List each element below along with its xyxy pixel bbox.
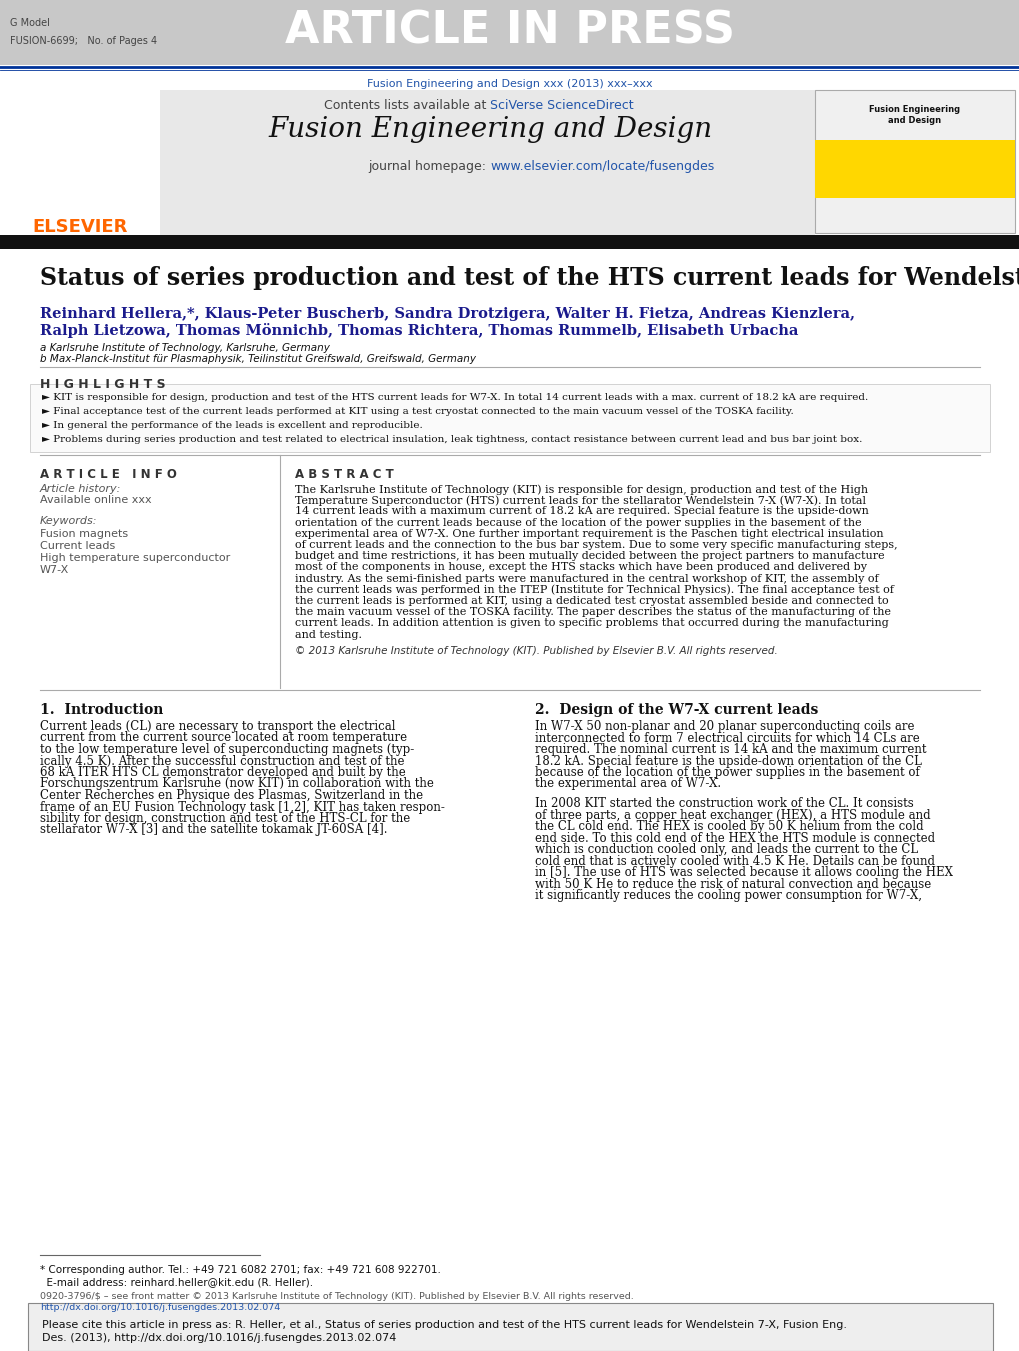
Text: frame of an EU Fusion Technology task [1,2], KIT has taken respon-: frame of an EU Fusion Technology task [1…	[40, 801, 444, 813]
Text: 2.  Design of the W7-X current leads: 2. Design of the W7-X current leads	[535, 703, 817, 717]
Text: Fusion Engineering and Design: Fusion Engineering and Design	[268, 116, 711, 143]
Text: W7-X: W7-X	[40, 565, 69, 576]
Text: cold end that is actively cooled with 4.5 K He. Details can be found: cold end that is actively cooled with 4.…	[535, 854, 934, 867]
Text: of current leads and the connection to the bus bar system. Due to some very spec: of current leads and the connection to t…	[294, 540, 897, 550]
FancyBboxPatch shape	[28, 1302, 993, 1351]
Text: 1.  Introduction: 1. Introduction	[40, 703, 163, 717]
Text: in [5]. The use of HTS was selected because it allows cooling the HEX: in [5]. The use of HTS was selected beca…	[535, 866, 952, 880]
Text: In 2008 KIT started the construction work of the CL. It consists: In 2008 KIT started the construction wor…	[535, 797, 913, 811]
Text: which is conduction cooled only, and leads the current to the CL: which is conduction cooled only, and lea…	[535, 843, 917, 857]
Text: ► Problems during series production and test related to electrical insulation, l: ► Problems during series production and …	[42, 435, 861, 444]
FancyBboxPatch shape	[0, 0, 1019, 65]
Text: Available online xxx: Available online xxx	[40, 494, 152, 505]
Text: interconnected to form 7 electrical circuits for which 14 CLs are: interconnected to form 7 electrical circ…	[535, 731, 919, 744]
FancyBboxPatch shape	[30, 384, 989, 453]
Text: Fusion Engineering
and Design: Fusion Engineering and Design	[868, 105, 960, 126]
Text: ► Final acceptance test of the current leads performed at KIT using a test cryos: ► Final acceptance test of the current l…	[42, 407, 793, 416]
Text: 18.2 kA. Special feature is the upside-down orientation of the CL: 18.2 kA. Special feature is the upside-d…	[535, 754, 921, 767]
Text: the CL cold end. The HEX is cooled by 50 K helium from the cold: the CL cold end. The HEX is cooled by 50…	[535, 820, 923, 834]
Text: experimental area of W7-X. One further important requirement is the Paschen tigh: experimental area of W7-X. One further i…	[294, 528, 882, 539]
Text: journal homepage:: journal homepage:	[368, 159, 489, 173]
Text: of three parts, a copper heat exchanger (HEX), a HTS module and: of three parts, a copper heat exchanger …	[535, 808, 929, 821]
Text: * Corresponding author. Tel.: +49 721 6082 2701; fax: +49 721 608 922701.: * Corresponding author. Tel.: +49 721 60…	[40, 1265, 440, 1275]
Text: the main vacuum vessel of the TOSKA facility. The paper describes the status of : the main vacuum vessel of the TOSKA faci…	[294, 607, 891, 617]
FancyBboxPatch shape	[0, 91, 160, 235]
Text: 68 kA ITER HTS CL demonstrator developed and built by the: 68 kA ITER HTS CL demonstrator developed…	[40, 766, 406, 780]
Text: required. The nominal current is 14 kA and the maximum current: required. The nominal current is 14 kA a…	[535, 743, 925, 757]
Text: A B S T R A C T: A B S T R A C T	[294, 467, 393, 481]
FancyBboxPatch shape	[814, 141, 1014, 199]
Text: the current leads is performed at KIT, using a dedicated test cryostat assembled: the current leads is performed at KIT, u…	[294, 596, 888, 607]
Text: Fusion Engineering and Design xxx (2013) xxx–xxx: Fusion Engineering and Design xxx (2013)…	[367, 78, 652, 89]
Text: ► KIT is responsible for design, production and test of the HTS current leads fo: ► KIT is responsible for design, product…	[42, 393, 867, 403]
Text: stellarator W7-X [3] and the satellite tokamak JT-60SA [4].: stellarator W7-X [3] and the satellite t…	[40, 824, 387, 836]
Text: Please cite this article in press as: R. Heller, et al., Status of series produc: Please cite this article in press as: R.…	[42, 1320, 846, 1329]
Text: end side. To this cold end of the HEX the HTS module is connected: end side. To this cold end of the HEX th…	[535, 831, 934, 844]
Text: it significantly reduces the cooling power consumption for W7-X,: it significantly reduces the cooling pow…	[535, 889, 921, 902]
Text: the experimental area of W7-X.: the experimental area of W7-X.	[535, 777, 720, 790]
Text: High temperature superconductor: High temperature superconductor	[40, 553, 230, 563]
Text: FUSION-6699;   No. of Pages 4: FUSION-6699; No. of Pages 4	[10, 36, 157, 46]
Text: Keywords:: Keywords:	[40, 516, 98, 526]
FancyBboxPatch shape	[814, 91, 1014, 232]
Text: orientation of the current leads because of the location of the power supplies i: orientation of the current leads because…	[294, 517, 861, 528]
Text: The Karlsruhe Institute of Technology (KIT) is responsible for design, productio: The Karlsruhe Institute of Technology (K…	[294, 484, 867, 494]
Text: 0920-3796/$ – see front matter © 2013 Karlsruhe Institute of Technology (KIT). P: 0920-3796/$ – see front matter © 2013 Ka…	[40, 1292, 633, 1301]
Text: Reinhard Hellera,*, Klaus-Peter Buscherb, Sandra Drotzigera, Walter H. Fietza, A: Reinhard Hellera,*, Klaus-Peter Buscherb…	[40, 307, 854, 322]
Text: most of the components in house, except the HTS stacks which have been produced : most of the components in house, except …	[294, 562, 866, 573]
FancyBboxPatch shape	[160, 91, 814, 235]
Text: E-mail address: reinhard.heller@kit.edu (R. Heller).: E-mail address: reinhard.heller@kit.edu …	[40, 1277, 313, 1288]
Text: to the low temperature level of superconducting magnets (typ-: to the low temperature level of supercon…	[40, 743, 414, 757]
Text: Article history:: Article history:	[40, 484, 121, 494]
Text: ELSEVIER: ELSEVIER	[33, 218, 127, 236]
Text: budget and time restrictions, it has been mutually decided between the project p: budget and time restrictions, it has bee…	[294, 551, 883, 561]
Text: 14 current leads with a maximum current of 18.2 kA are required. Special feature: 14 current leads with a maximum current …	[294, 507, 868, 516]
Text: industry. As the semi-finished parts were manufactured in the central workshop o: industry. As the semi-finished parts wer…	[294, 574, 877, 584]
Text: Ralph Lietzowa, Thomas Mönnichb, Thomas Richtera, Thomas Rummelb, Elisabeth Urba: Ralph Lietzowa, Thomas Mönnichb, Thomas …	[40, 323, 798, 338]
Text: Center Recherches en Physique des Plasmas, Switzerland in the: Center Recherches en Physique des Plasma…	[40, 789, 423, 802]
Text: Forschungszentrum Karlsruhe (now KIT) in collaboration with the: Forschungszentrum Karlsruhe (now KIT) in…	[40, 777, 433, 790]
FancyBboxPatch shape	[0, 235, 1019, 249]
Text: and testing.: and testing.	[294, 630, 362, 639]
Text: G Model: G Model	[10, 18, 50, 28]
Text: sibility for design, construction and test of the HTS-CL for the: sibility for design, construction and te…	[40, 812, 410, 825]
Text: Temperature Superconductor (HTS) current leads for the stellarator Wendelstein 7: Temperature Superconductor (HTS) current…	[294, 496, 865, 505]
Text: current leads. In addition attention is given to specific problems that occurred: current leads. In addition attention is …	[294, 619, 888, 628]
Text: Current leads: Current leads	[40, 540, 115, 551]
Text: Current leads (CL) are necessary to transport the electrical: Current leads (CL) are necessary to tran…	[40, 720, 395, 734]
Text: current from the current source located at room temperature: current from the current source located …	[40, 731, 407, 744]
Text: ► In general the performance of the leads is excellent and reproducible.: ► In general the performance of the lead…	[42, 422, 422, 430]
Text: b Max-Planck-Institut für Plasmaphysik, Teilinstitut Greifswald, Greifswald, Ger: b Max-Planck-Institut für Plasmaphysik, …	[40, 354, 476, 363]
Text: a Karlsruhe Institute of Technology, Karlsruhe, Germany: a Karlsruhe Institute of Technology, Kar…	[40, 343, 329, 353]
Text: A R T I C L E   I N F O: A R T I C L E I N F O	[40, 467, 176, 481]
Text: with 50 K He to reduce the risk of natural convection and because: with 50 K He to reduce the risk of natur…	[535, 878, 930, 890]
Text: H I G H L I G H T S: H I G H L I G H T S	[40, 378, 165, 390]
Text: SciVerse ScienceDirect: SciVerse ScienceDirect	[489, 99, 633, 112]
Text: ARTICLE IN PRESS: ARTICLE IN PRESS	[284, 9, 735, 53]
Text: http://dx.doi.org/10.1016/j.fusengdes.2013.02.074: http://dx.doi.org/10.1016/j.fusengdes.20…	[40, 1302, 280, 1312]
Text: Fusion magnets: Fusion magnets	[40, 530, 128, 539]
Text: ically 4.5 K). After the successful construction and test of the: ically 4.5 K). After the successful cons…	[40, 754, 405, 767]
Text: In W7-X 50 non-planar and 20 planar superconducting coils are: In W7-X 50 non-planar and 20 planar supe…	[535, 720, 914, 734]
Text: Des. (2013), http://dx.doi.org/10.1016/j.fusengdes.2013.02.074: Des. (2013), http://dx.doi.org/10.1016/j…	[42, 1333, 396, 1343]
Text: Status of series production and test of the HTS current leads for Wendelstein 7-: Status of series production and test of …	[40, 266, 1019, 290]
Text: Contents lists available at: Contents lists available at	[323, 99, 489, 112]
Text: www.elsevier.com/locate/fusengdes: www.elsevier.com/locate/fusengdes	[489, 159, 713, 173]
Text: © 2013 Karlsruhe Institute of Technology (KIT). Published by Elsevier B.V. All r: © 2013 Karlsruhe Institute of Technology…	[294, 646, 777, 655]
Text: because of the location of the power supplies in the basement of: because of the location of the power sup…	[535, 766, 919, 780]
Text: the current leads was performed in the ITEP (Institute for Technical Physics). T: the current leads was performed in the I…	[294, 585, 893, 596]
